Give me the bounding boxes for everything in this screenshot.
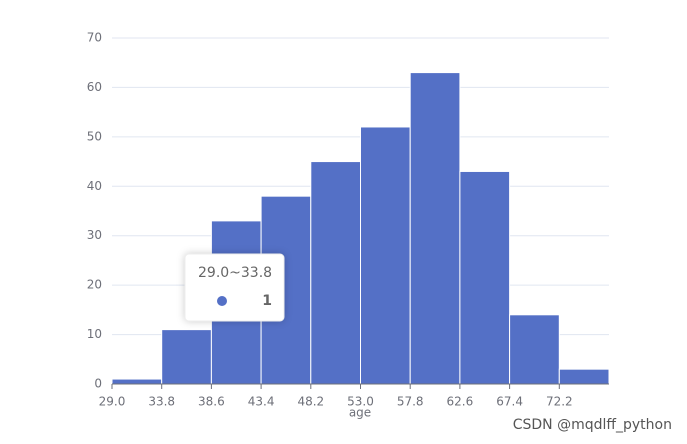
x-tick-label: 67.4 — [496, 395, 523, 409]
x-tick-label: 38.6 — [198, 395, 225, 409]
y-tick-label: 40 — [87, 179, 102, 193]
y-tick-label: 60 — [87, 80, 102, 94]
tooltip-dot — [217, 296, 227, 306]
x-tick-label: 62.6 — [447, 395, 474, 409]
x-tick-label: 33.8 — [148, 395, 175, 409]
bar — [409, 72, 461, 385]
x-tick-label: 72.2 — [546, 395, 573, 409]
bar — [310, 161, 361, 385]
y-tick-label: 30 — [87, 228, 102, 242]
y-tick-label: 70 — [87, 31, 102, 45]
x-tick-label: 48.2 — [297, 395, 324, 409]
bar — [161, 329, 212, 385]
x-tick-label: 57.8 — [397, 395, 424, 409]
x-tick-label: 29.0 — [99, 395, 126, 409]
y-tick-label: 20 — [87, 278, 102, 292]
x-axis-label: age — [349, 406, 371, 420]
bar — [558, 368, 610, 385]
tooltip-title: 29.0~33.8 — [198, 265, 272, 281]
y-tick-label: 0 — [94, 377, 102, 391]
y-tick-label: 50 — [87, 129, 102, 143]
x-tick-label: 43.4 — [248, 395, 275, 409]
x-tick-label: 53.0 — [347, 395, 374, 409]
bar — [509, 314, 560, 385]
watermark: CSDN @mqdlff_python — [513, 417, 672, 433]
bar — [360, 126, 411, 385]
y-tick-label: 10 — [87, 327, 102, 341]
bar — [459, 170, 511, 385]
tooltip-value: 1 — [262, 293, 272, 309]
tooltip-box — [184, 253, 285, 322]
tooltip: 29.0~33.8 1 — [184, 253, 285, 322]
bar — [111, 378, 163, 385]
